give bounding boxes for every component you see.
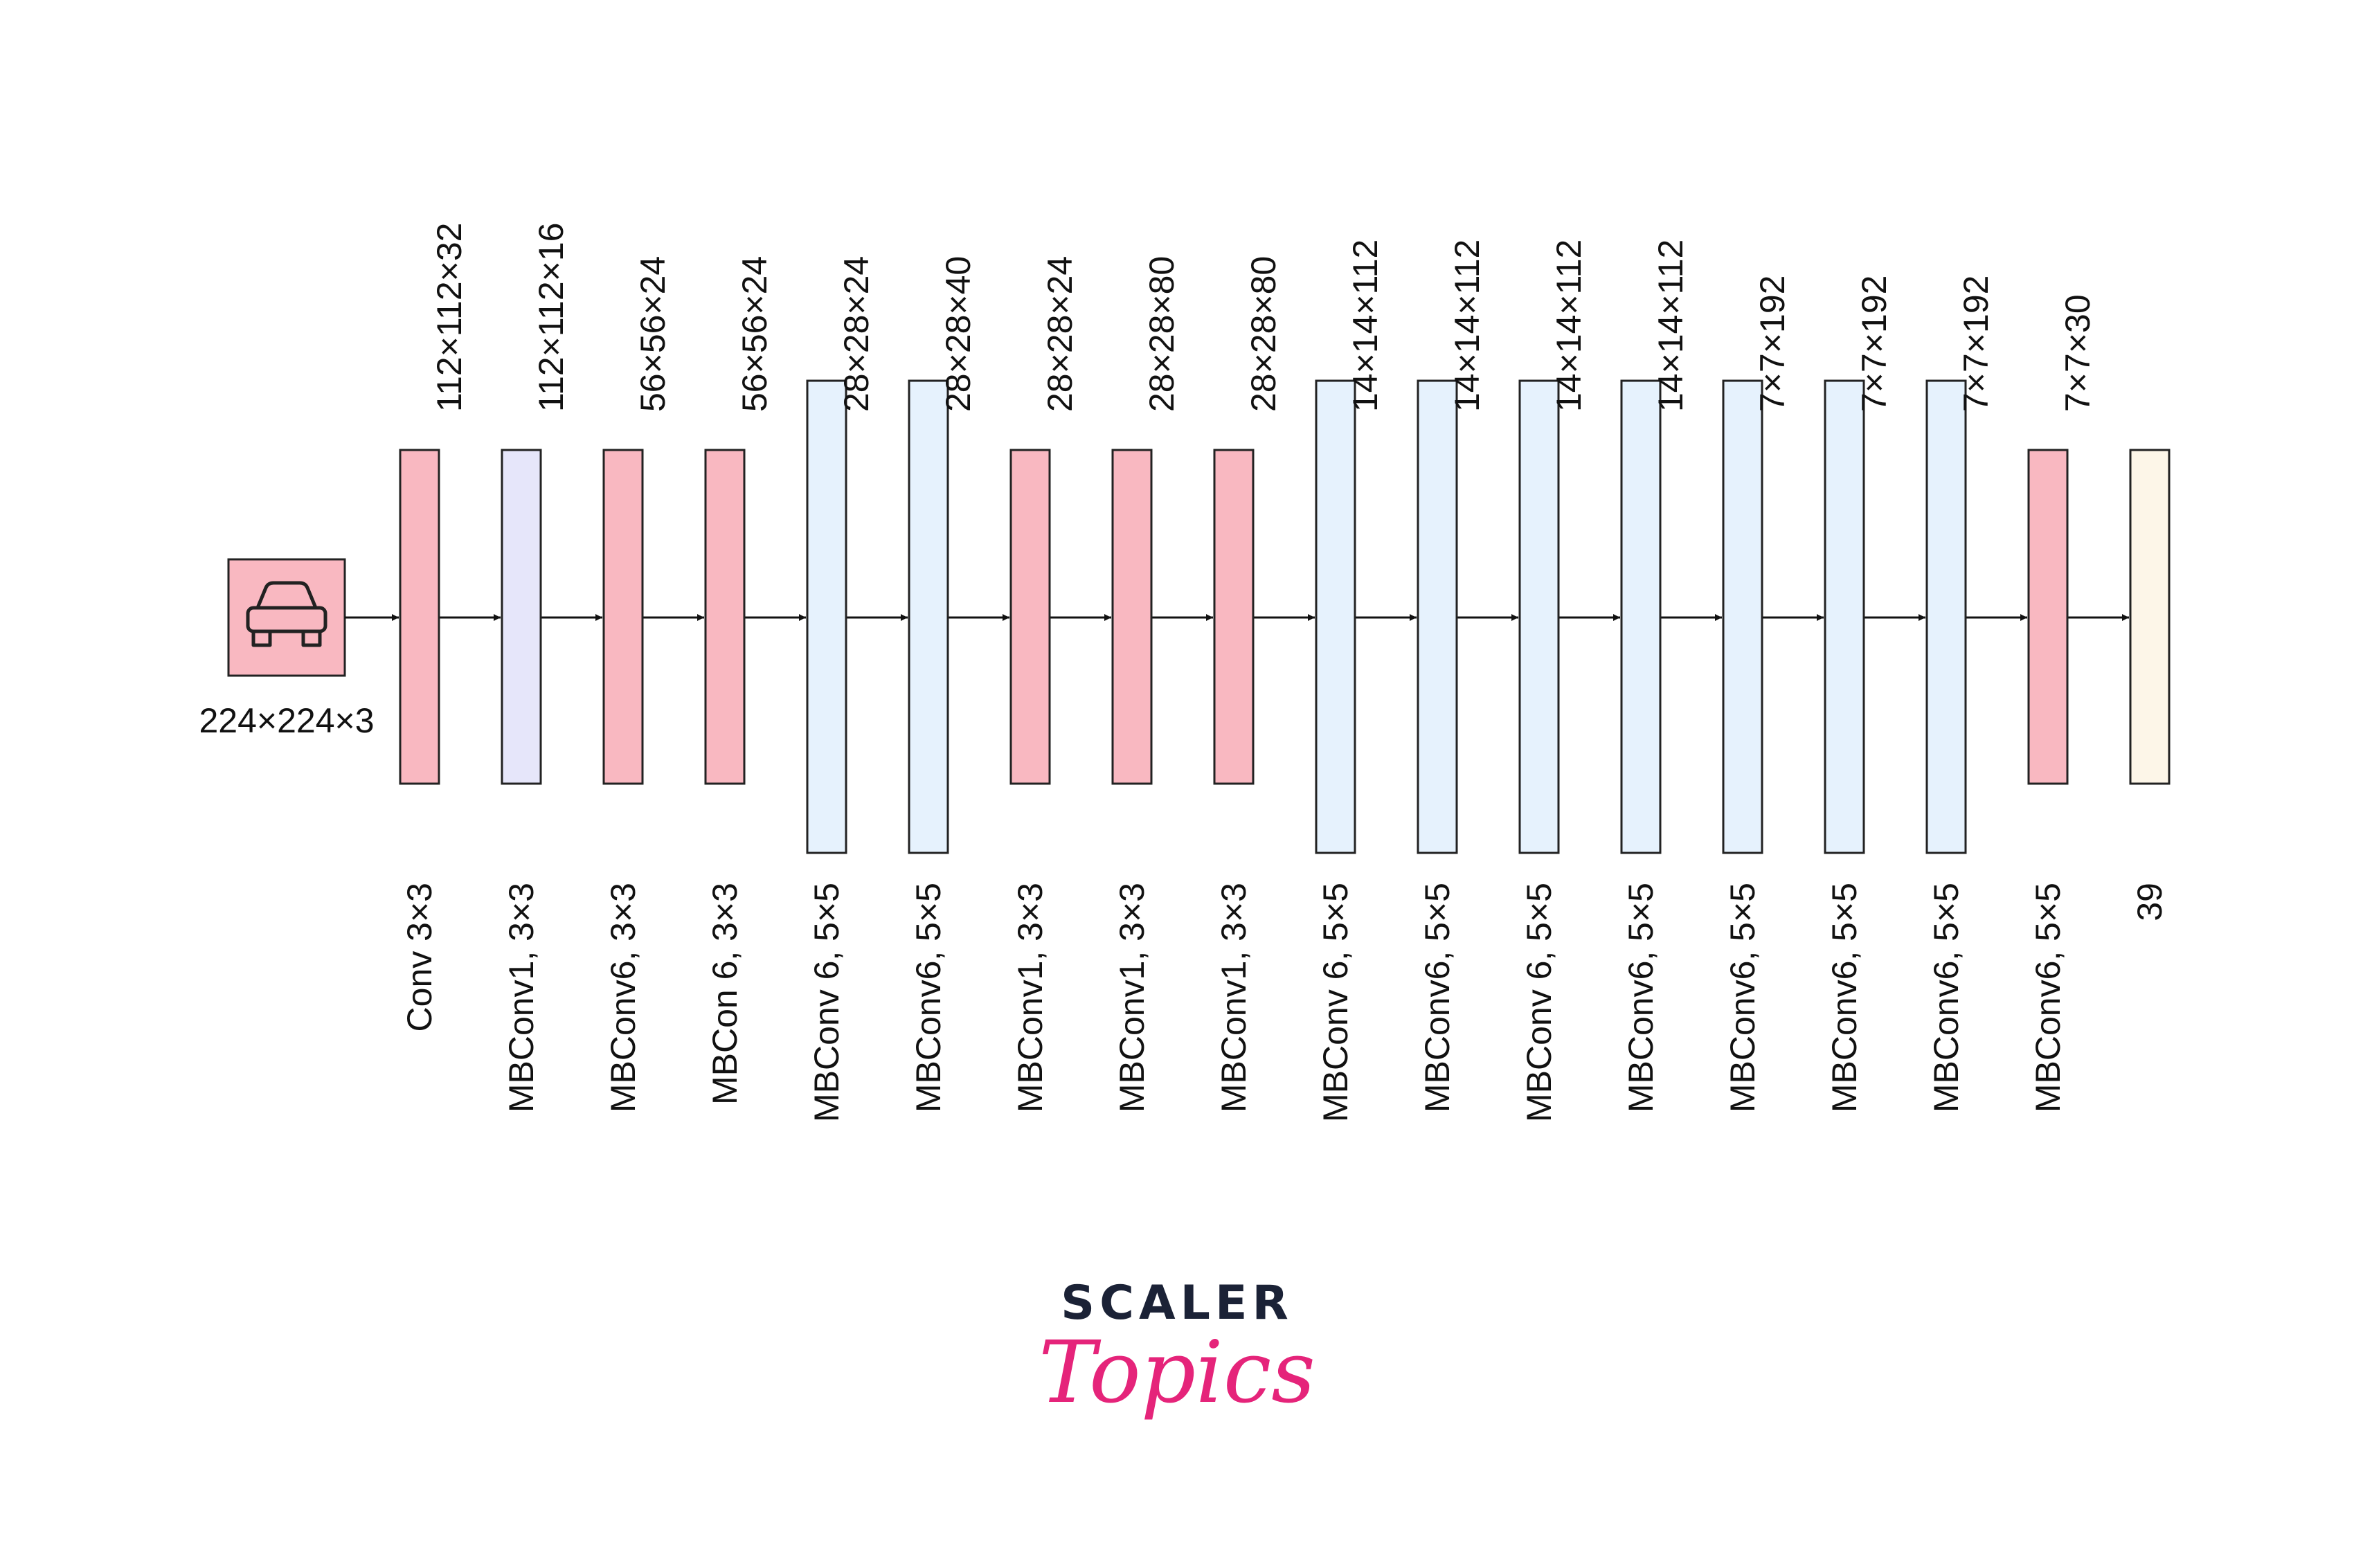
layer-output-shape: 112×112×16 xyxy=(532,223,570,412)
layer-box xyxy=(806,379,847,854)
layer-output-shape: 7×7×192 xyxy=(1753,276,1792,412)
layer-block: 56×56×24 MBCon 6, 3×3 xyxy=(704,256,774,1105)
layer-output-shape: 112×112×32 xyxy=(430,223,469,412)
layer-box xyxy=(704,449,746,785)
layer-output-shape: 7×7×192 xyxy=(1855,276,1894,412)
layer-output-shape: 28×28×24 xyxy=(1041,256,1079,412)
layer-output-shape: 28×28×80 xyxy=(1142,256,1181,412)
logo-main-text: SCALER xyxy=(1061,1276,1293,1331)
layer-box xyxy=(1417,379,1458,854)
layer-operation-label: Conv 3×3 xyxy=(400,883,439,1031)
layer-operation-label: 39 xyxy=(2130,883,2169,921)
layer-output-shape: 56×56×24 xyxy=(735,256,774,412)
logo-sub-text: Topics xyxy=(1039,1323,1315,1423)
layer-box xyxy=(2129,449,2171,785)
layer-operation-label: MBConv6, 5×5 xyxy=(1723,883,1762,1112)
layer-operation-label: MBConv 6, 5×5 xyxy=(807,883,846,1122)
layer-block: 112×112×16 MBConv1, 3×3 xyxy=(501,223,570,1112)
layer-block: 28×28×40 MBConv6, 5×5 xyxy=(908,256,978,1112)
layer-operation-label: MBConv6, 5×5 xyxy=(909,883,948,1112)
layer-box xyxy=(1111,449,1153,785)
layer-operation-label: MBConv6, 5×5 xyxy=(1418,883,1457,1112)
layer-output-shape: 28×28×40 xyxy=(939,256,978,412)
input-image: 224×224×3 xyxy=(199,558,375,740)
layer-block: 28×28×80 MBConv1, 3×3 xyxy=(1213,256,1283,1112)
layer-box xyxy=(399,449,440,785)
layer-block: 14×14×112 MBConv 6, 5×5 xyxy=(1518,240,1588,1122)
layer-box xyxy=(1518,379,1560,854)
layer-operation-label: MBConv6, 3×3 xyxy=(604,883,643,1112)
layer-output-shape: 28×28×24 xyxy=(837,256,876,412)
layer-block: 7×7×30 MBConv6, 5×5 xyxy=(2027,294,2097,1112)
layer-block: 28×28×24 MBConv1, 3×3 xyxy=(1009,256,1079,1112)
layer-box xyxy=(602,449,644,785)
layer-operation-label: MBConv1, 3×3 xyxy=(1214,883,1253,1112)
layer-output-shape: 14×14×112 xyxy=(1549,240,1588,412)
layer-output-shape: 14×14×112 xyxy=(1346,240,1385,412)
layer-box xyxy=(1722,379,1763,854)
layer-group: 112×112×32 Conv 3×3 112×112×16 MBConv1, 3×3… xyxy=(399,223,2171,1122)
layer-block: 7×7×192 MBConv6, 5×5 xyxy=(1722,276,1792,1112)
layer-operation-label: MBCon 6, 3×3 xyxy=(706,883,744,1105)
layer-box xyxy=(1213,449,1255,785)
layer-block: 112×112×32 Conv 3×3 xyxy=(399,223,469,1031)
layer-box xyxy=(908,379,949,854)
layer-operation-label: MBConv1, 3×3 xyxy=(1011,883,1050,1112)
layer-operation-label: MBConv6, 5×5 xyxy=(1825,883,1864,1112)
layer-operation-label: MBConv 6, 5×5 xyxy=(1520,883,1558,1122)
layer-operation-label: MBConv6, 5×5 xyxy=(1927,883,1966,1112)
layer-operation-label: MBConv1, 3×3 xyxy=(1113,883,1151,1112)
layer-operation-label: MBConv1, 3×3 xyxy=(502,883,541,1112)
layer-block: 7×7×192 MBConv6, 5×5 xyxy=(1925,276,1995,1112)
input-shape-label: 224×224×3 xyxy=(199,701,374,740)
layer-block: 28×28×80 MBConv1, 3×3 xyxy=(1111,256,1181,1112)
layer-box xyxy=(501,449,542,785)
layer-block: 28×28×24 MBConv 6, 5×5 xyxy=(806,256,876,1122)
layer-block: 14×14×112 MBConv 6, 5×5 xyxy=(1315,240,1385,1122)
layer-operation-label: MBConv6, 5×5 xyxy=(1621,883,1660,1112)
scaler-topics-logo: SCALER Topics xyxy=(1039,1276,1315,1423)
layer-output-shape: 56×56×24 xyxy=(634,256,672,412)
layer-block: 14×14×112 MBConv6, 5×5 xyxy=(1417,240,1486,1112)
layer-box xyxy=(1824,379,1865,854)
layer-output-shape: 28×28×80 xyxy=(1244,256,1283,412)
layer-output-shape: 14×14×112 xyxy=(1651,240,1690,412)
layer-operation-label: MBConv6, 5×5 xyxy=(2029,883,2067,1112)
layer-box xyxy=(2027,449,2069,785)
layer-output-shape: 7×7×30 xyxy=(2058,294,2097,412)
layer-box xyxy=(1925,379,1967,854)
layer-box xyxy=(1009,449,1051,785)
layer-block: 56×56×24 MBConv6, 3×3 xyxy=(602,256,672,1112)
layer-box xyxy=(1620,379,1662,854)
input-image-box xyxy=(227,558,346,677)
layer-block: 7×7×192 MBConv6, 5×5 xyxy=(1824,276,1894,1112)
layer-output-shape: 7×7×192 xyxy=(1957,276,1995,412)
layer-box xyxy=(1315,379,1356,854)
layer-block: 39 xyxy=(2129,449,2171,921)
layer-block: 14×14×112 MBConv6, 5×5 xyxy=(1620,240,1690,1112)
layer-operation-label: MBConv 6, 5×5 xyxy=(1316,883,1355,1122)
layer-output-shape: 14×14×112 xyxy=(1448,240,1486,412)
car-icon xyxy=(246,581,327,647)
